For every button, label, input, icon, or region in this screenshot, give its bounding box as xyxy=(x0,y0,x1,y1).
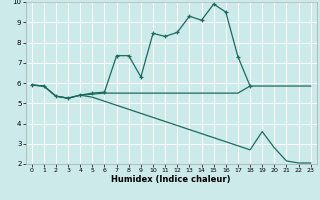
X-axis label: Humidex (Indice chaleur): Humidex (Indice chaleur) xyxy=(111,175,231,184)
